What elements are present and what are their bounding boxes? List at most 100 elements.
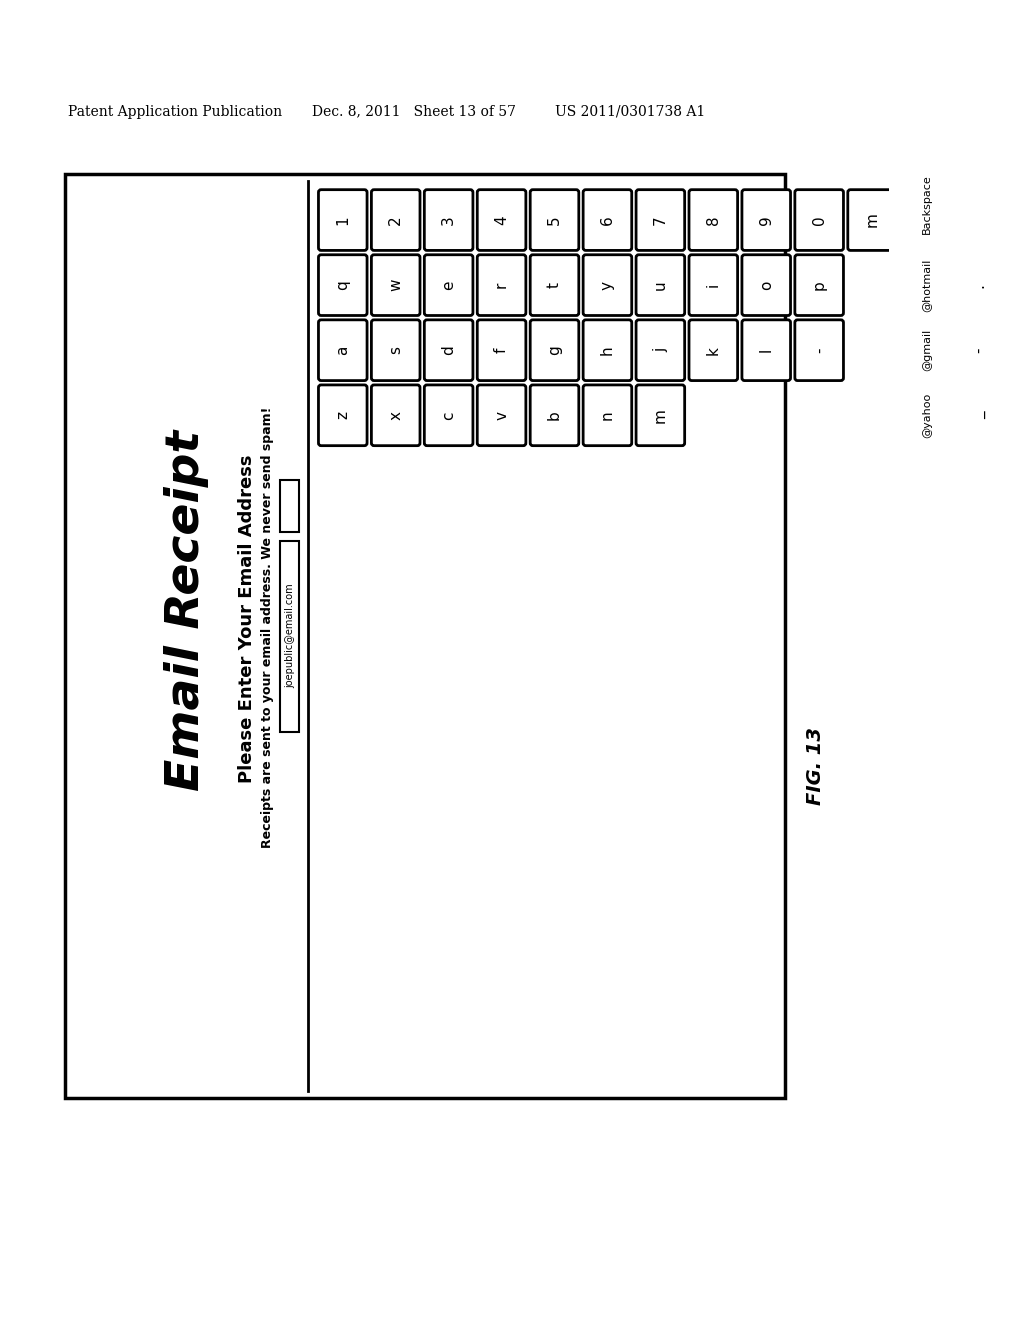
FancyBboxPatch shape <box>424 255 473 315</box>
FancyBboxPatch shape <box>372 190 420 251</box>
Text: d: d <box>441 346 456 355</box>
Text: t: t <box>547 282 562 288</box>
Bar <box>281 480 299 532</box>
FancyBboxPatch shape <box>318 319 367 380</box>
FancyBboxPatch shape <box>530 385 579 446</box>
FancyBboxPatch shape <box>583 255 632 315</box>
FancyBboxPatch shape <box>318 385 367 446</box>
FancyBboxPatch shape <box>901 255 952 315</box>
Text: h: h <box>600 346 615 355</box>
FancyBboxPatch shape <box>477 319 526 380</box>
Text: y: y <box>600 281 615 289</box>
Text: 0: 0 <box>812 215 826 224</box>
Text: u: u <box>653 280 668 290</box>
Text: p: p <box>812 280 826 290</box>
FancyBboxPatch shape <box>636 255 685 315</box>
Text: f: f <box>494 347 509 352</box>
Text: @hotmail: @hotmail <box>922 259 932 312</box>
Text: US 2011/0301738 A1: US 2011/0301738 A1 <box>555 104 706 119</box>
FancyBboxPatch shape <box>636 385 685 446</box>
Text: Receipts are sent to your email address. We never send spam!: Receipts are sent to your email address.… <box>261 407 273 849</box>
Text: l: l <box>759 348 774 352</box>
FancyBboxPatch shape <box>901 157 952 251</box>
FancyBboxPatch shape <box>957 255 1000 315</box>
Text: Backspace: Backspace <box>922 174 932 234</box>
Text: 4: 4 <box>494 215 509 224</box>
FancyBboxPatch shape <box>957 385 1000 446</box>
FancyBboxPatch shape <box>372 319 420 380</box>
FancyBboxPatch shape <box>1004 348 1024 447</box>
Text: 7: 7 <box>653 215 668 224</box>
FancyBboxPatch shape <box>530 255 579 315</box>
FancyBboxPatch shape <box>742 190 791 251</box>
Text: e: e <box>441 280 456 290</box>
FancyBboxPatch shape <box>530 190 579 251</box>
FancyBboxPatch shape <box>636 319 685 380</box>
Text: 5: 5 <box>547 215 562 224</box>
FancyBboxPatch shape <box>424 190 473 251</box>
Text: m: m <box>864 213 880 227</box>
Text: 2: 2 <box>388 215 403 224</box>
FancyBboxPatch shape <box>372 255 420 315</box>
Text: 3: 3 <box>441 215 456 224</box>
FancyBboxPatch shape <box>318 190 367 251</box>
Text: joepublic@email.com: joepublic@email.com <box>285 583 295 689</box>
FancyBboxPatch shape <box>742 319 791 380</box>
Bar <box>66 174 785 1098</box>
Text: 6: 6 <box>600 215 615 224</box>
FancyBboxPatch shape <box>901 319 952 380</box>
FancyBboxPatch shape <box>957 319 1000 380</box>
FancyBboxPatch shape <box>424 319 473 380</box>
FancyBboxPatch shape <box>424 385 473 446</box>
Text: o: o <box>759 280 774 290</box>
FancyBboxPatch shape <box>901 385 952 446</box>
FancyBboxPatch shape <box>795 190 844 251</box>
FancyBboxPatch shape <box>795 255 844 315</box>
Text: x: x <box>388 411 403 420</box>
Text: -: - <box>812 347 826 352</box>
Text: q: q <box>335 280 350 290</box>
Text: a: a <box>335 346 350 355</box>
Text: v: v <box>494 411 509 420</box>
Text: Email Receipt: Email Receipt <box>164 429 209 791</box>
FancyBboxPatch shape <box>583 385 632 446</box>
Text: j: j <box>653 348 668 352</box>
Text: k: k <box>706 346 721 355</box>
FancyBboxPatch shape <box>583 319 632 380</box>
Text: w: w <box>388 279 403 292</box>
Bar <box>281 541 299 731</box>
FancyBboxPatch shape <box>477 255 526 315</box>
Text: 9: 9 <box>759 215 774 224</box>
Text: g: g <box>547 346 562 355</box>
Text: m: m <box>653 408 668 422</box>
FancyBboxPatch shape <box>689 319 737 380</box>
FancyBboxPatch shape <box>848 190 896 251</box>
Text: 8: 8 <box>706 215 721 224</box>
FancyBboxPatch shape <box>636 190 685 251</box>
FancyBboxPatch shape <box>477 385 526 446</box>
FancyBboxPatch shape <box>583 190 632 251</box>
FancyBboxPatch shape <box>530 319 579 380</box>
Text: -: - <box>972 347 986 352</box>
Text: c: c <box>441 411 456 420</box>
Text: z: z <box>335 412 350 420</box>
FancyBboxPatch shape <box>477 190 526 251</box>
Text: b: b <box>547 411 562 420</box>
Text: @gmail: @gmail <box>922 329 932 371</box>
FancyBboxPatch shape <box>372 385 420 446</box>
FancyBboxPatch shape <box>795 319 844 380</box>
FancyBboxPatch shape <box>689 190 737 251</box>
FancyBboxPatch shape <box>689 255 737 315</box>
FancyBboxPatch shape <box>1004 123 1024 252</box>
Text: s: s <box>388 346 403 354</box>
Text: Please Enter Your Email Address: Please Enter Your Email Address <box>239 454 256 783</box>
Text: n: n <box>600 411 615 420</box>
Text: FIG. 13: FIG. 13 <box>806 727 825 805</box>
Text: Patent Application Publication: Patent Application Publication <box>68 104 282 119</box>
Text: i: i <box>706 282 721 288</box>
Text: 1: 1 <box>335 215 350 224</box>
Text: r: r <box>494 282 509 288</box>
Text: Dec. 8, 2011   Sheet 13 of 57: Dec. 8, 2011 Sheet 13 of 57 <box>312 104 516 119</box>
FancyBboxPatch shape <box>742 255 791 315</box>
FancyBboxPatch shape <box>318 255 367 315</box>
